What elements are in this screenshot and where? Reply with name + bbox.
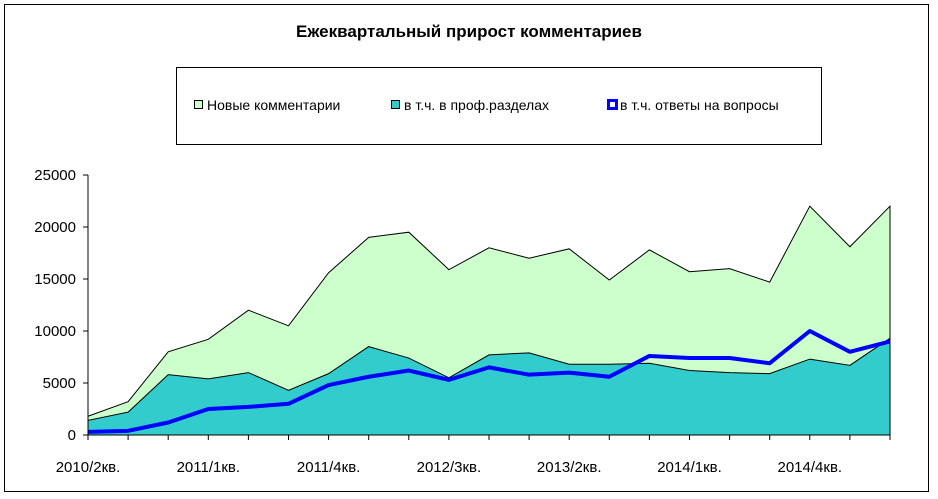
- legend-label-new-comments: Новые комментарии: [207, 97, 341, 113]
- y-tick-label: 5000: [43, 375, 76, 392]
- legend-label-answers: в т.ч. ответы на вопросы: [620, 97, 779, 113]
- x-tick-label: 2014/1кв.: [657, 459, 722, 476]
- y-tick-label: 20000: [34, 219, 76, 236]
- line-series-2: [87, 329, 891, 434]
- x-tick-label: 2012/3кв.: [417, 459, 482, 476]
- x-tick-label: 2013/2кв.: [537, 459, 602, 476]
- x-tick-label: 2014/4кв.: [778, 459, 843, 476]
- legend: Новые комментарии в т.ч. в проф.разделах…: [176, 67, 822, 145]
- chart-border: [4, 4, 929, 492]
- area-series-1: [87, 337, 891, 436]
- y-tick-label: 10000: [34, 323, 76, 340]
- chart-title: Ежеквартальный прирост комментариев: [296, 22, 642, 41]
- legend-label-prof-sections: в т.ч. в проф.разделах: [404, 97, 550, 113]
- y-tick-label: 25000: [34, 167, 76, 184]
- x-tick-label: 2010/2кв.: [56, 459, 121, 476]
- y-tick-label: 0: [68, 427, 76, 444]
- legend-swatch-prof-sections: [391, 100, 400, 109]
- x-tick-label: 2011/4кв.: [297, 459, 360, 476]
- y-tick-label: 15000: [34, 271, 76, 288]
- legend-swatch-answers: [607, 99, 618, 110]
- x-tick-label: 2011/1кв.: [177, 459, 240, 476]
- legend-swatch-new-comments: [194, 100, 203, 109]
